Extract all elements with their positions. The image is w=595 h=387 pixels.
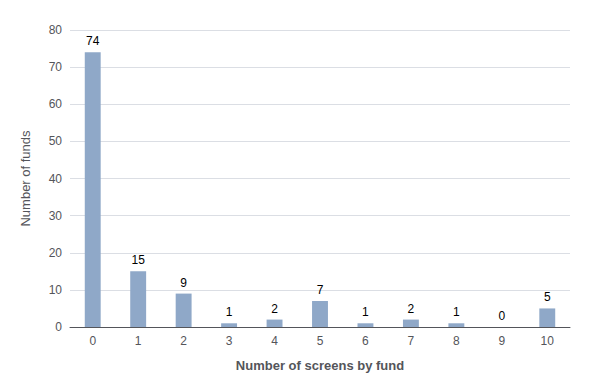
svg-text:0: 0 bbox=[89, 334, 96, 348]
svg-text:4: 4 bbox=[271, 334, 278, 348]
svg-text:74: 74 bbox=[86, 34, 100, 48]
svg-text:30: 30 bbox=[49, 209, 63, 223]
svg-text:9: 9 bbox=[498, 334, 505, 348]
svg-text:5: 5 bbox=[544, 290, 551, 304]
svg-text:0: 0 bbox=[55, 320, 62, 334]
svg-text:50: 50 bbox=[49, 134, 63, 148]
svg-text:Number of screens by fund: Number of screens by fund bbox=[236, 358, 404, 373]
svg-text:3: 3 bbox=[226, 334, 233, 348]
svg-text:7: 7 bbox=[317, 283, 324, 297]
svg-text:2: 2 bbox=[408, 302, 415, 316]
svg-text:1: 1 bbox=[226, 305, 233, 319]
svg-text:1: 1 bbox=[135, 334, 142, 348]
svg-text:20: 20 bbox=[49, 246, 63, 260]
svg-text:8: 8 bbox=[453, 334, 460, 348]
svg-text:1: 1 bbox=[362, 305, 369, 319]
svg-text:7: 7 bbox=[408, 334, 415, 348]
svg-text:2: 2 bbox=[271, 302, 278, 316]
svg-text:0: 0 bbox=[498, 309, 505, 323]
svg-text:10: 10 bbox=[49, 283, 63, 297]
svg-text:10: 10 bbox=[541, 334, 555, 348]
svg-text:70: 70 bbox=[49, 60, 63, 74]
svg-text:60: 60 bbox=[49, 97, 63, 111]
svg-text:40: 40 bbox=[49, 172, 63, 186]
svg-text:2: 2 bbox=[180, 334, 187, 348]
svg-text:80: 80 bbox=[49, 23, 63, 37]
svg-text:Number of funds: Number of funds bbox=[18, 130, 33, 227]
svg-text:9: 9 bbox=[180, 276, 187, 290]
svg-text:5: 5 bbox=[317, 334, 324, 348]
svg-text:6: 6 bbox=[362, 334, 369, 348]
svg-text:1: 1 bbox=[453, 305, 460, 319]
svg-text:15: 15 bbox=[132, 253, 146, 267]
